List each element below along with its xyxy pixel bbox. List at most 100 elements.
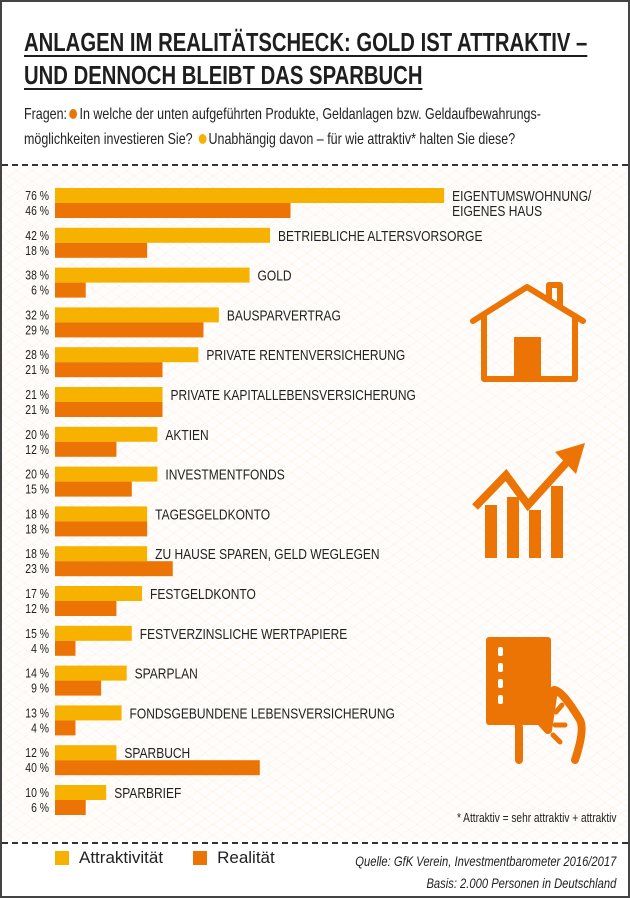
value-label: 18 % (25, 244, 49, 258)
bar-realitaet (55, 242, 148, 258)
category-label: PRIVATE KAPITALLEBENSVERSICHERUNG (171, 387, 416, 404)
value-label: 15 % (25, 483, 49, 497)
bar-realitaet (55, 640, 76, 656)
category-label: GOLD (258, 267, 292, 284)
category-label: ZU HAUSE SPAREN, GELD WEGLEGEN (155, 546, 379, 563)
value-label: 13 % (25, 706, 49, 720)
title-line-2: UND DENNOCH BLEIBT DAS SPARBUCH (24, 60, 423, 90)
question-2: Unabhängig davon – für wie attraktiv* ha… (208, 131, 516, 148)
value-label: 9 % (31, 682, 49, 696)
bar-attraktivitaet (55, 188, 445, 203)
bar-realitaet (55, 561, 173, 577)
value-label: 12 % (25, 746, 49, 760)
category-label: INVESTMENTFONDS (165, 466, 284, 483)
value-label: 40 % (25, 761, 49, 775)
footnote-text: * Attraktiv = sehr attraktiv + attraktiv (456, 810, 616, 825)
bar-attraktivitaet (55, 665, 127, 681)
value-label: 18 % (25, 522, 49, 536)
category-label: BAUSPARVERTRAG (227, 307, 341, 324)
value-label: 4 % (31, 642, 49, 656)
value-label: 10 % (25, 786, 49, 800)
title-line-1: ANLAGEN IM REALITÄTSCHECK: GOLD IST ATTR… (24, 27, 588, 57)
category-label: SPARPLAN (135, 665, 198, 682)
bar-realitaet (55, 800, 86, 815)
category-label: PRIVATE RENTENVERSICHERUNG (206, 347, 405, 364)
value-label: 14 % (25, 667, 49, 681)
value-label: 12 % (25, 443, 49, 457)
legend-swatch-realitaet (193, 851, 208, 865)
category-label: EIGENTUMSWOHNUNG/ (452, 188, 591, 205)
value-label: 76 % (25, 189, 49, 203)
category-label: SPARBUCH (124, 745, 190, 762)
intro-text: Fragen: In welche der unten aufgeführten … (24, 102, 630, 152)
bar-attraktivitaet (55, 506, 148, 522)
value-label: 32 % (25, 308, 49, 322)
divider-bottom (2, 842, 628, 844)
bar-attraktivitaet (55, 586, 143, 601)
source-line: Quelle: GfK Verein, Investmentbarometer … (354, 853, 616, 869)
hand-card-icon (486, 637, 586, 764)
value-label: 21 % (25, 403, 49, 417)
footnote: * Attraktiv = sehr attraktiv + attraktiv (412, 810, 616, 825)
legend-label-realitaet: Realität (217, 848, 275, 867)
value-label: 6 % (31, 284, 49, 298)
value-label: 20 % (25, 468, 49, 482)
bar-attraktivitaet (55, 745, 117, 761)
bar-attraktivitaet (55, 466, 158, 482)
category-label: SPARBRIEF (114, 785, 181, 802)
value-label: 20 % (25, 428, 49, 442)
value-label: 46 % (25, 204, 49, 218)
legend: Attraktivität Realität (55, 848, 275, 868)
bar-attraktivitaet (55, 267, 250, 283)
bar-realitaet (55, 402, 163, 417)
divider-top (2, 164, 628, 166)
intro-prefix: Fragen: (24, 106, 68, 123)
value-label: 21 % (25, 388, 49, 402)
bar-realitaet (55, 203, 291, 218)
chart-title: ANLAGEN IM REALITÄTSCHECK: GOLD IST ATTR… (24, 26, 630, 92)
value-label: 4 % (31, 721, 49, 735)
bar-attraktivitaet (55, 546, 148, 562)
bar-realitaet (55, 720, 76, 736)
bar-attraktivitaet (55, 625, 132, 641)
bar-attraktivitaet (55, 426, 158, 442)
bar-attraktivitaet (55, 785, 107, 800)
legend-label-attraktivitaet: Attraktivität (79, 848, 164, 867)
bar-attraktivitaet (55, 705, 122, 721)
value-label: 15 % (25, 627, 49, 641)
category-label: EIGENES HAUS (452, 203, 542, 220)
value-label: 38 % (25, 269, 49, 283)
bar-attraktivitaet (55, 227, 271, 243)
bar-attraktivitaet (55, 307, 219, 323)
bar-realitaet (55, 521, 148, 537)
value-label: 12 % (25, 602, 49, 616)
category-label: TAGESGELDKONTO (155, 506, 270, 523)
bar-attraktivitaet (55, 347, 199, 363)
category-label: AKTIEN (165, 427, 208, 444)
category-label: BETRIEBLICHE ALTERSVORSORGE (278, 228, 482, 245)
source: Quelle: GfK Verein, Investmentbarometer … (290, 850, 616, 894)
realitaet-dot-icon (69, 109, 78, 119)
house-icon (470, 282, 586, 382)
value-label: 18 % (25, 507, 49, 521)
category-label: FESTVERZINSLICHE WERTPAPIERE (140, 626, 348, 643)
bar-attraktivitaet (55, 387, 163, 402)
value-label: 17 % (25, 587, 49, 601)
bar-realitaet (55, 760, 260, 776)
question-1: In welche der unten aufgeführten Produkt… (79, 106, 541, 123)
attraktivitaet-dot-icon (198, 134, 207, 144)
legend-swatch-attraktivitaet (55, 851, 69, 865)
bar-realitaet (55, 282, 86, 298)
bar-realitaet (55, 481, 132, 497)
bar-realitaet (55, 441, 117, 457)
bar-realitaet (55, 322, 204, 338)
value-label: 28 % (25, 348, 49, 362)
bar-realitaet (55, 362, 163, 378)
value-label: 21 % (25, 363, 49, 377)
value-label: 29 % (25, 323, 49, 337)
bar-realitaet (55, 680, 102, 696)
question-1-cont: möglichkeiten investieren Sie? (24, 131, 193, 148)
category-label: FESTGELDKONTO (150, 586, 256, 603)
